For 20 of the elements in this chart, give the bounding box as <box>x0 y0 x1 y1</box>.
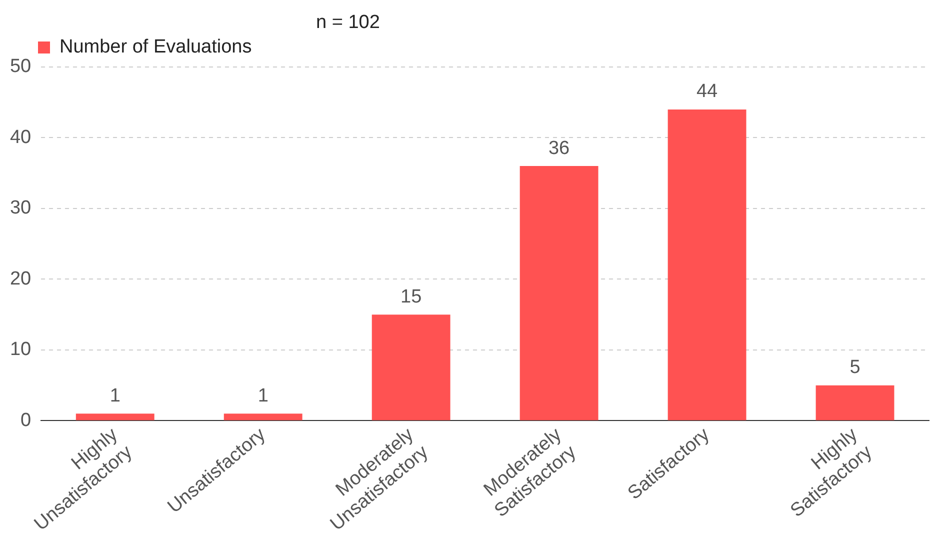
bar <box>816 385 894 420</box>
y-tick-label: 20 <box>10 268 32 290</box>
bar <box>372 314 450 420</box>
y-tick-label: 40 <box>10 126 32 148</box>
data-label: 36 <box>548 138 570 159</box>
y-tick-label: 0 <box>20 410 32 431</box>
data-label: 5 <box>850 357 860 378</box>
bar <box>520 166 598 420</box>
data-label: 44 <box>696 81 718 102</box>
bar <box>76 414 154 420</box>
y-tick-label: 50 <box>10 56 32 78</box>
data-label: 1 <box>110 385 120 406</box>
y-tick-label: 10 <box>10 339 32 360</box>
data-label: 15 <box>400 286 422 308</box>
bar <box>668 109 746 420</box>
legend-label: Number of Evaluations <box>60 36 252 58</box>
text: n = 102 <box>316 12 380 34</box>
y-tick-label: 30 <box>10 198 32 219</box>
bar <box>224 414 302 420</box>
data-label: 1 <box>258 385 268 406</box>
